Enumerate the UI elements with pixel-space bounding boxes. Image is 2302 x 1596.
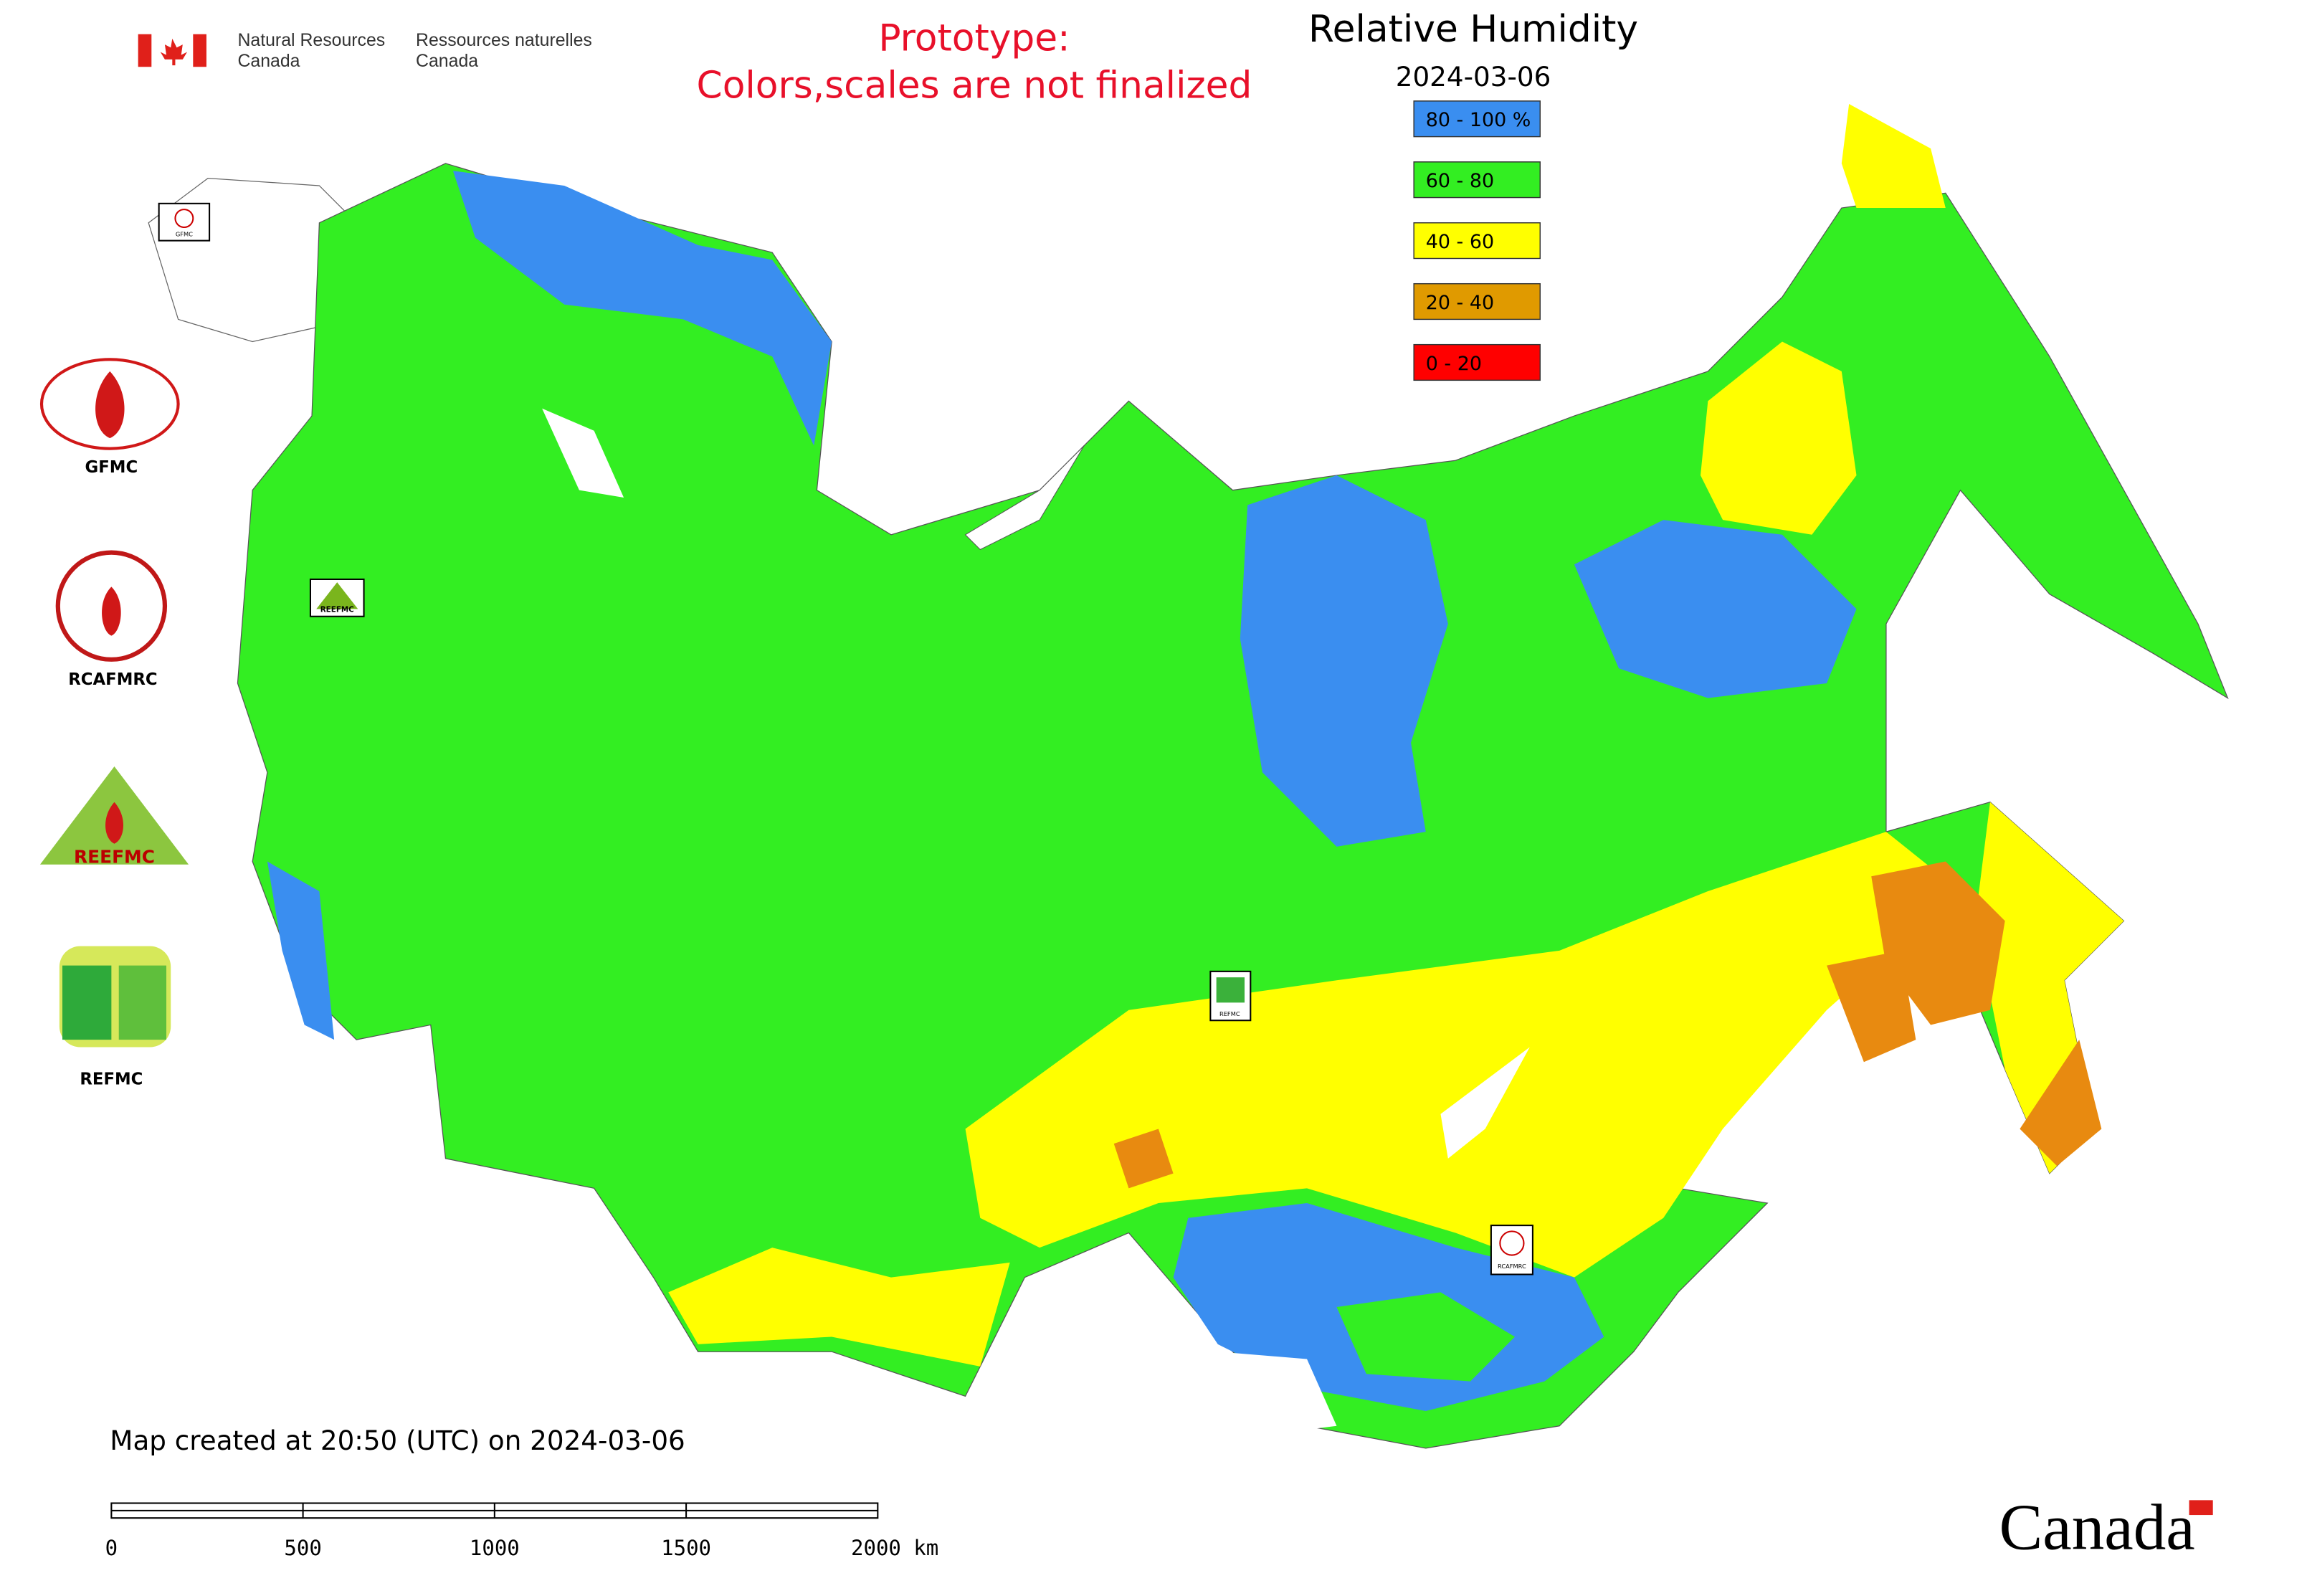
legend-swatch [1413, 161, 1541, 199]
map-title: Relative Humidity [1308, 8, 1638, 51]
badge-icon [316, 582, 358, 609]
legend-label: 80 - 100 % [1426, 109, 1531, 131]
logos: GFMC RCAFMRC REEFMC REFMC [39, 358, 189, 1088]
created-note: Map created at 20:50 (UTC) on 2024-03-06 [110, 1425, 685, 1456]
kola-blue [452, 171, 832, 446]
badge-label: REFMC [1219, 1010, 1240, 1017]
notice: Colors,scales are not finalized [697, 65, 1252, 108]
agency-en: Canada [237, 52, 300, 71]
legend-swatch [1413, 100, 1541, 138]
mongolia-white [1217, 1352, 1337, 1434]
amur-orange [1827, 950, 1916, 1063]
chukotka-yellow [1841, 104, 1946, 209]
agency-fr: Ressources naturelles [416, 31, 592, 50]
logo-flame [105, 802, 123, 844]
taymyr-blue [1240, 475, 1448, 847]
okhotsk-yellow [1700, 341, 1857, 535]
logo-panel [118, 965, 167, 1040]
legend-swatch [1413, 222, 1541, 260]
baikal [1440, 1047, 1530, 1159]
map [148, 104, 2229, 1449]
notice: Prototype: [878, 16, 1070, 60]
legend-swatch [1413, 343, 1541, 381]
kazakh-yellow [668, 1248, 1010, 1367]
logo-flame [102, 586, 121, 636]
scale-label: 500 [284, 1536, 321, 1560]
legend-label: 0 - 20 [1426, 353, 1482, 375]
map-badges: GFMC REEFMC REFMC RCAFMRC [158, 202, 1533, 1276]
primorye-orange [2020, 1040, 2102, 1167]
scale-label: 1000 [470, 1536, 520, 1560]
logo-flame [95, 371, 125, 439]
logo-rcafmrc [55, 550, 168, 662]
badge-label: REEFMC [320, 606, 354, 614]
logo-stripes [62, 965, 112, 1040]
scale-label: 1500 [661, 1536, 711, 1560]
badge-label: GFMC [176, 230, 193, 237]
logo-label: REFMC [80, 1070, 143, 1088]
badge-icon [1499, 1230, 1525, 1256]
badge-icon [1216, 977, 1245, 1003]
legend-label: 60 - 80 [1426, 170, 1494, 192]
scale-label: 2000 km [851, 1536, 938, 1560]
legend-swatch [1413, 282, 1541, 320]
mongolia-green [1336, 1292, 1516, 1382]
legend-label: 40 - 60 [1426, 231, 1494, 253]
agency-fr: Canada [416, 52, 478, 71]
west-blue [267, 861, 335, 1040]
logo-label: GFMC [85, 458, 138, 477]
flag-bar [193, 34, 206, 67]
canada-wordmark: Canada [1999, 1491, 2194, 1564]
legend: 80 - 100 % 60 - 80 40 - 60 20 - 40 0 - 20 [1413, 100, 1541, 381]
maple-leaf [160, 38, 188, 66]
badge-icon [174, 209, 194, 229]
novaya-zemlya [964, 445, 1085, 551]
white-sea [542, 408, 624, 498]
south-orange [1113, 1129, 1174, 1189]
logo-label: RCAFMRC [68, 670, 157, 689]
scale-labels: 0 500 1000 1500 2000 km [105, 1536, 939, 1560]
badge [1490, 1225, 1533, 1276]
logo-label: REEFMC [74, 847, 155, 868]
sakhalin-yellow [1975, 802, 2124, 1174]
nrcan-signature: Natural Resources Canada Ressources natu… [138, 31, 592, 71]
wordmark-flag [2189, 1500, 2213, 1516]
scale-bar: 0 500 1000 1500 2000 km [105, 1502, 939, 1560]
south-yellow [965, 832, 1961, 1278]
yakutia-blue [1574, 520, 1857, 698]
flag-bar [138, 34, 152, 67]
legend-label: 20 - 40 [1426, 292, 1494, 314]
badge-label: RCAFMRC [1498, 1263, 1526, 1270]
scale-label: 0 [105, 1536, 118, 1560]
map-date: 2024-03-06 [1396, 61, 1551, 92]
logo-gfmc [39, 358, 180, 450]
agency-en: Natural Resources [237, 31, 385, 50]
